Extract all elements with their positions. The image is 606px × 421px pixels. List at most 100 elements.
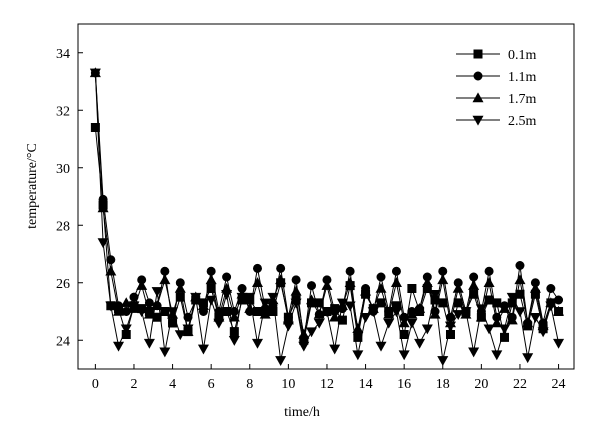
y-tick-label: 34 bbox=[56, 47, 70, 62]
x-tick-label: 14 bbox=[359, 377, 373, 392]
data-point bbox=[205, 274, 217, 285]
legend-item: 2.5m bbox=[456, 114, 537, 129]
data-point bbox=[537, 327, 549, 338]
x-tick-label: 10 bbox=[281, 377, 295, 392]
series-line bbox=[94, 72, 560, 361]
data-point bbox=[407, 283, 417, 293]
data-point bbox=[546, 283, 556, 293]
data-point bbox=[468, 347, 480, 358]
data-point bbox=[499, 303, 511, 313]
legend-label: 2.5m bbox=[508, 114, 537, 129]
data-point bbox=[522, 317, 534, 328]
data-point bbox=[120, 297, 132, 308]
data-point bbox=[120, 324, 132, 335]
data-point bbox=[306, 327, 318, 338]
x-tick-label: 8 bbox=[246, 377, 253, 392]
legend-marker bbox=[472, 115, 484, 126]
data-point bbox=[506, 292, 518, 303]
data-point bbox=[313, 318, 325, 329]
x-tick-label: 18 bbox=[436, 377, 450, 392]
x-tick-label: 12 bbox=[320, 377, 334, 392]
legend-item: 1.7m bbox=[456, 92, 537, 107]
data-point bbox=[290, 298, 302, 309]
data-point bbox=[174, 282, 186, 293]
data-point bbox=[398, 350, 410, 361]
data-point bbox=[251, 277, 263, 288]
data-point bbox=[143, 308, 155, 319]
data-point bbox=[438, 266, 448, 276]
data-point bbox=[190, 292, 202, 303]
data-point bbox=[390, 307, 402, 318]
data-point bbox=[553, 338, 565, 349]
data-point bbox=[151, 287, 163, 297]
data-point bbox=[336, 298, 348, 309]
y-tick-label: 30 bbox=[56, 162, 70, 177]
y-axis-title: temperature/°C bbox=[25, 143, 40, 229]
data-point bbox=[475, 311, 487, 322]
legend-label: 1.7m bbox=[508, 92, 537, 107]
data-point bbox=[375, 341, 387, 352]
data-point bbox=[128, 301, 140, 312]
x-tick-label: 22 bbox=[513, 377, 527, 392]
data-point bbox=[251, 338, 263, 349]
data-point bbox=[545, 301, 557, 312]
data-point bbox=[244, 292, 256, 303]
data-point bbox=[437, 274, 449, 285]
data-point bbox=[468, 280, 480, 290]
data-point bbox=[529, 282, 541, 293]
data-point bbox=[514, 274, 526, 285]
data-point bbox=[360, 312, 372, 323]
data-point bbox=[197, 300, 209, 311]
data-point bbox=[499, 324, 511, 335]
data-point bbox=[90, 123, 100, 133]
data-point bbox=[553, 305, 565, 316]
data-point bbox=[506, 314, 518, 325]
data-point bbox=[252, 306, 262, 316]
x-axis-title: time/h bbox=[284, 405, 320, 420]
data-point bbox=[352, 323, 364, 334]
data-point bbox=[529, 312, 541, 323]
data-point bbox=[438, 298, 448, 308]
data-point bbox=[175, 292, 185, 302]
data-point bbox=[367, 307, 379, 318]
data-point bbox=[106, 255, 116, 265]
data-point bbox=[143, 338, 155, 349]
data-point bbox=[383, 308, 395, 319]
data-point bbox=[182, 324, 194, 335]
data-point bbox=[206, 283, 216, 293]
data-point bbox=[321, 280, 333, 290]
x-tick-label: 6 bbox=[208, 377, 215, 392]
data-point bbox=[105, 301, 117, 312]
x-tick-label: 16 bbox=[397, 377, 411, 392]
data-point bbox=[89, 68, 101, 79]
data-point bbox=[291, 275, 301, 285]
x-tick-label: 2 bbox=[130, 377, 137, 392]
data-point bbox=[206, 266, 216, 276]
data-point bbox=[375, 282, 387, 293]
data-point bbox=[444, 321, 456, 332]
data-point bbox=[344, 277, 356, 288]
data-point bbox=[313, 308, 325, 319]
data-point bbox=[522, 353, 534, 364]
data-point bbox=[414, 303, 426, 313]
x-tick-label: 20 bbox=[474, 377, 488, 392]
legend-marker bbox=[473, 71, 483, 81]
data-point bbox=[282, 321, 294, 332]
data-point bbox=[267, 292, 279, 303]
data-point bbox=[213, 318, 225, 329]
data-point bbox=[160, 306, 170, 316]
data-point bbox=[252, 263, 262, 273]
y-tick-label: 28 bbox=[56, 219, 70, 234]
legend: 0.1m 1.1m 1.7m 2.5m bbox=[456, 48, 537, 129]
series-layer bbox=[89, 67, 565, 366]
legend-item: 0.1m bbox=[456, 48, 537, 63]
data-point bbox=[399, 329, 409, 339]
data-point bbox=[491, 350, 503, 361]
data-point bbox=[97, 202, 109, 213]
data-point bbox=[391, 266, 401, 276]
data-point bbox=[398, 317, 410, 328]
data-point bbox=[197, 344, 209, 355]
data-point bbox=[159, 274, 171, 285]
